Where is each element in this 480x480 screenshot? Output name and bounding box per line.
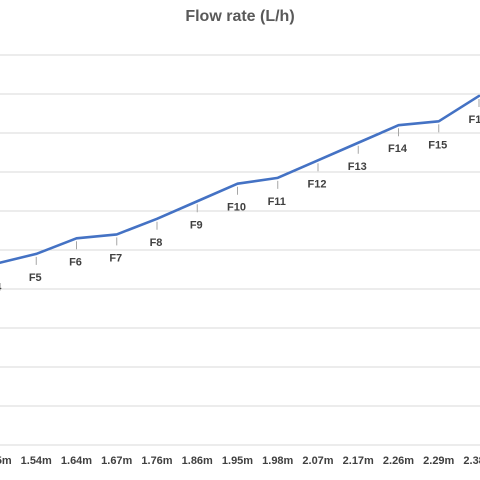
x-tick-label: 1.54m bbox=[21, 455, 52, 467]
point-label: F13 bbox=[348, 161, 367, 173]
point-label: F12 bbox=[308, 178, 327, 190]
point-label: F11 bbox=[268, 196, 286, 208]
point-label: F15 bbox=[428, 139, 447, 151]
x-tick-label: 1.64m bbox=[61, 455, 92, 467]
x-tick-label: 2.07m bbox=[302, 455, 333, 467]
series-group bbox=[0, 94, 480, 265]
point-label: F5 bbox=[29, 272, 42, 284]
x-tick-label: 1.45m bbox=[0, 455, 12, 467]
x-tick-label: 1.67m bbox=[101, 455, 132, 467]
gridlines bbox=[0, 54, 480, 446]
x-tick-label: 1.98m bbox=[262, 455, 293, 467]
point-label: F4 bbox=[0, 282, 2, 294]
point-label: F9 bbox=[190, 219, 203, 231]
x-tick-label: 2.29m bbox=[423, 455, 454, 467]
series-line bbox=[0, 94, 480, 265]
point-label: F10 bbox=[227, 202, 246, 214]
x-axis-tick-labels: 1.45m 1.54m 1.64m 1.67m 1.76m 1.86m 1.95m 1.98m… bbox=[0, 455, 480, 467]
point-label: F16 bbox=[469, 114, 480, 126]
point-label: F14 bbox=[388, 143, 408, 155]
point-label: F6 bbox=[69, 256, 82, 268]
chart-title: Flow rate (L/h) bbox=[185, 8, 295, 25]
x-tick-label: 2.26m bbox=[383, 455, 414, 467]
x-tick-label: 1.95m bbox=[222, 455, 253, 467]
x-tick-label: 1.76m bbox=[141, 455, 172, 467]
x-tick-label: 2.17m bbox=[343, 455, 374, 467]
point-label: F7 bbox=[109, 252, 122, 264]
point-label: F8 bbox=[150, 237, 163, 249]
point-labels: F4 F5 F6 F7 F8 F9 F10 F11 F12 F13 F14 F15 F16 bbox=[0, 98, 480, 294]
x-tick-label: 2.38m bbox=[463, 455, 480, 467]
x-tick-label: 1.86m bbox=[182, 455, 213, 467]
